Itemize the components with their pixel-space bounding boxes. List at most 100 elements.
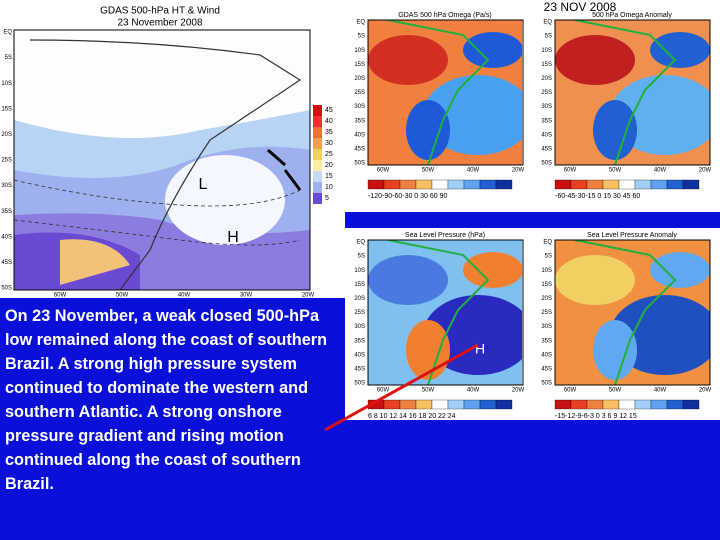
field-blob <box>368 35 448 85</box>
lon-label: 40W <box>654 168 667 174</box>
colorbar-swatch <box>554 399 572 410</box>
panel-frame <box>554 239 711 386</box>
lat-label: EQ <box>3 30 12 36</box>
caption: On 23 November, a weak closed 500-hPa lo… <box>5 307 328 493</box>
lon-label: 20W <box>699 388 712 394</box>
lon-label: 20W <box>699 168 712 174</box>
colorbar-label: 15 <box>325 173 333 180</box>
lon-label: 50W <box>422 168 435 174</box>
lon-label: 40W <box>467 168 480 174</box>
colorbar-labels: -15-12-9-6-3 0 3 6 9 12 15 <box>555 413 637 420</box>
lon-label: 50W <box>422 388 435 394</box>
lat-label: 15S <box>354 62 365 68</box>
colorbar-swatch <box>479 399 497 410</box>
lat-label: 45S <box>541 146 552 152</box>
left-map-field <box>14 30 310 290</box>
panel-title: Sea Level Pressure (hPa) <box>405 232 485 239</box>
lat-label: 50S <box>541 381 552 387</box>
colorbar-swatch <box>666 399 684 410</box>
lat-label: 50S <box>354 161 365 167</box>
field-blob <box>463 252 522 288</box>
lat-label: 10S <box>354 268 365 274</box>
lon-label: 60W <box>564 388 577 394</box>
left-map-title: GDAS 500-hPa HT & Wind <box>100 6 220 17</box>
low-label: L <box>199 176 208 193</box>
lat-label: EQ <box>356 240 365 246</box>
colorbar-swatch <box>618 399 636 410</box>
colorbar-label: 40 <box>325 118 333 125</box>
lat-label: 10S <box>541 268 552 274</box>
colorbar-swatch <box>586 399 604 410</box>
lat-label: 35S <box>354 338 365 344</box>
lon-label: 20W <box>512 388 525 394</box>
lat-label: 5S <box>5 55 12 61</box>
lat-label: 5S <box>545 254 552 260</box>
lon-label: 40W <box>178 293 191 299</box>
lat-label: 40S <box>354 132 365 138</box>
lat-label: 5S <box>545 34 552 40</box>
lat-label: 45S <box>354 146 365 152</box>
colorbar-swatch <box>313 127 322 138</box>
lat-label: 45S <box>541 366 552 372</box>
colorbar-swatch <box>650 179 668 190</box>
lat-label: 10S <box>541 48 552 54</box>
coastline <box>387 20 490 165</box>
panel-frame <box>367 19 524 166</box>
colorbar-swatch <box>554 179 572 190</box>
coastline <box>387 240 490 385</box>
lat-label: 15S <box>541 282 552 288</box>
lat-label: 50S <box>354 381 365 387</box>
colorbar-swatch <box>586 179 604 190</box>
lat-label: 40S <box>1 234 12 240</box>
colorbar-swatch <box>618 179 636 190</box>
lat-label: 50S <box>1 286 12 292</box>
lat-label: 25S <box>541 310 552 316</box>
lat-label: 20S <box>354 296 365 302</box>
colorbar-swatch <box>682 179 700 190</box>
colorbar-label: 10 <box>325 184 333 191</box>
coastline <box>574 240 677 385</box>
lat-label: 15S <box>354 282 365 288</box>
field-blob <box>593 320 637 380</box>
lat-label: 15S <box>541 62 552 68</box>
colorbar-label: 20 <box>325 162 333 169</box>
colorbar-label: 25 <box>325 151 333 158</box>
field-blob <box>555 35 635 85</box>
lat-label: 25S <box>1 158 12 164</box>
panel-title: 500 hPa Omega Anomaly <box>592 12 672 19</box>
field-blob <box>406 320 450 380</box>
lon-label: 30W <box>240 293 253 299</box>
field-blob <box>368 255 448 305</box>
colorbar-swatch <box>570 179 588 190</box>
lon-label: 50W <box>116 293 129 299</box>
panel-title: GDAS 500 hPa Omega (Pa/s) <box>398 12 491 19</box>
colorbar-swatch <box>313 138 322 149</box>
colorbar-swatch <box>313 160 322 171</box>
colorbar-swatch <box>383 179 401 190</box>
colorbar-swatch <box>463 179 481 190</box>
lat-label: 35S <box>1 209 12 215</box>
lat-label: 20S <box>541 76 552 82</box>
lat-label: 25S <box>354 90 365 96</box>
lat-label: 10S <box>1 81 12 87</box>
left-map-date: 23 November 2008 <box>117 18 202 29</box>
lat-label: 10S <box>354 48 365 54</box>
lon-label: 60W <box>377 168 390 174</box>
colorbar-swatch <box>666 179 684 190</box>
field-blob <box>555 255 635 305</box>
lat-label: EQ <box>543 20 552 26</box>
colorbar-swatch <box>313 116 322 127</box>
colorbar-swatch <box>479 179 497 190</box>
colorbar-swatch <box>367 179 385 190</box>
lat-label: 25S <box>354 310 365 316</box>
lon-label: 50W <box>609 388 622 394</box>
field-blob <box>593 100 637 160</box>
colorbar-swatch <box>431 179 449 190</box>
colorbar-swatch <box>313 149 322 160</box>
lat-label: 30S <box>541 104 552 110</box>
lon-label: 60W <box>377 388 390 394</box>
lat-label: 50S <box>541 161 552 167</box>
colorbar-swatch <box>383 399 401 410</box>
lat-label: 40S <box>541 132 552 138</box>
lat-label: 25S <box>541 90 552 96</box>
